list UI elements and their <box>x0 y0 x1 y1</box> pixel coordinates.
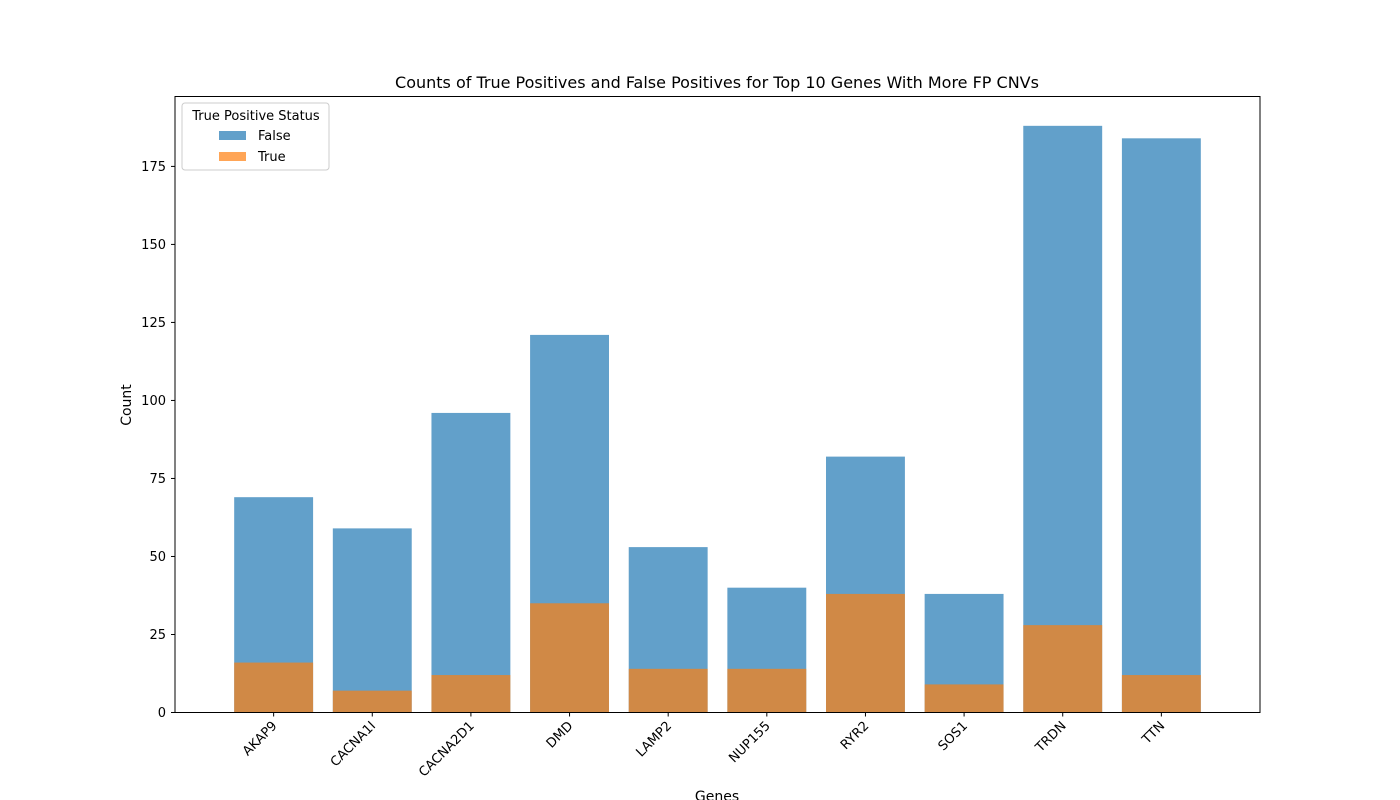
bar-true-nup155 <box>727 668 807 713</box>
y-tick-label: 75 <box>149 472 166 487</box>
bar-true-cacna1i <box>332 690 412 713</box>
y-tick-label: 50 <box>149 550 166 565</box>
legend-label-false: False <box>258 129 291 144</box>
chart-title: Counts of True Positives and False Posit… <box>395 73 1039 92</box>
y-tick-label: 125 <box>141 316 166 331</box>
bar-true-akap9 <box>234 662 314 713</box>
legend-swatch-true <box>219 152 246 161</box>
y-tick-label: 100 <box>141 394 166 409</box>
x-axis-label: Genes <box>695 789 739 800</box>
bar-true-lamp2 <box>628 668 708 713</box>
plot-frame <box>174 96 1261 713</box>
legend-box <box>181 102 330 171</box>
y-tick-label: 150 <box>141 238 166 253</box>
legend-title: True Positive Status <box>191 109 320 124</box>
y-axis-label: Count <box>119 384 135 426</box>
bar-true-sos1 <box>924 684 1004 713</box>
plot-area <box>234 125 1201 713</box>
bar-false-cacna1i <box>332 528 412 713</box>
bar-false-trdn <box>1023 125 1103 713</box>
bar-true-dmd <box>530 603 609 713</box>
bar-true-ttn <box>1121 675 1201 713</box>
legend: True Positive Status False True <box>181 102 330 171</box>
y-axis: 0 25 50 75 100 125 150 175 <box>141 160 175 721</box>
legend-swatch-false <box>219 131 246 140</box>
y-tick-label: 0 <box>158 706 166 721</box>
bar-true-trdn <box>1023 625 1103 713</box>
bar-true-ryr2 <box>826 593 905 713</box>
y-tick-label: 175 <box>141 160 166 175</box>
bar-true-cacna2d1 <box>431 675 511 713</box>
bar-false-ttn <box>1121 138 1201 713</box>
bar-false-cacna2d1 <box>431 412 511 713</box>
y-tick-label: 25 <box>149 628 166 643</box>
legend-label-true: True <box>257 150 286 165</box>
